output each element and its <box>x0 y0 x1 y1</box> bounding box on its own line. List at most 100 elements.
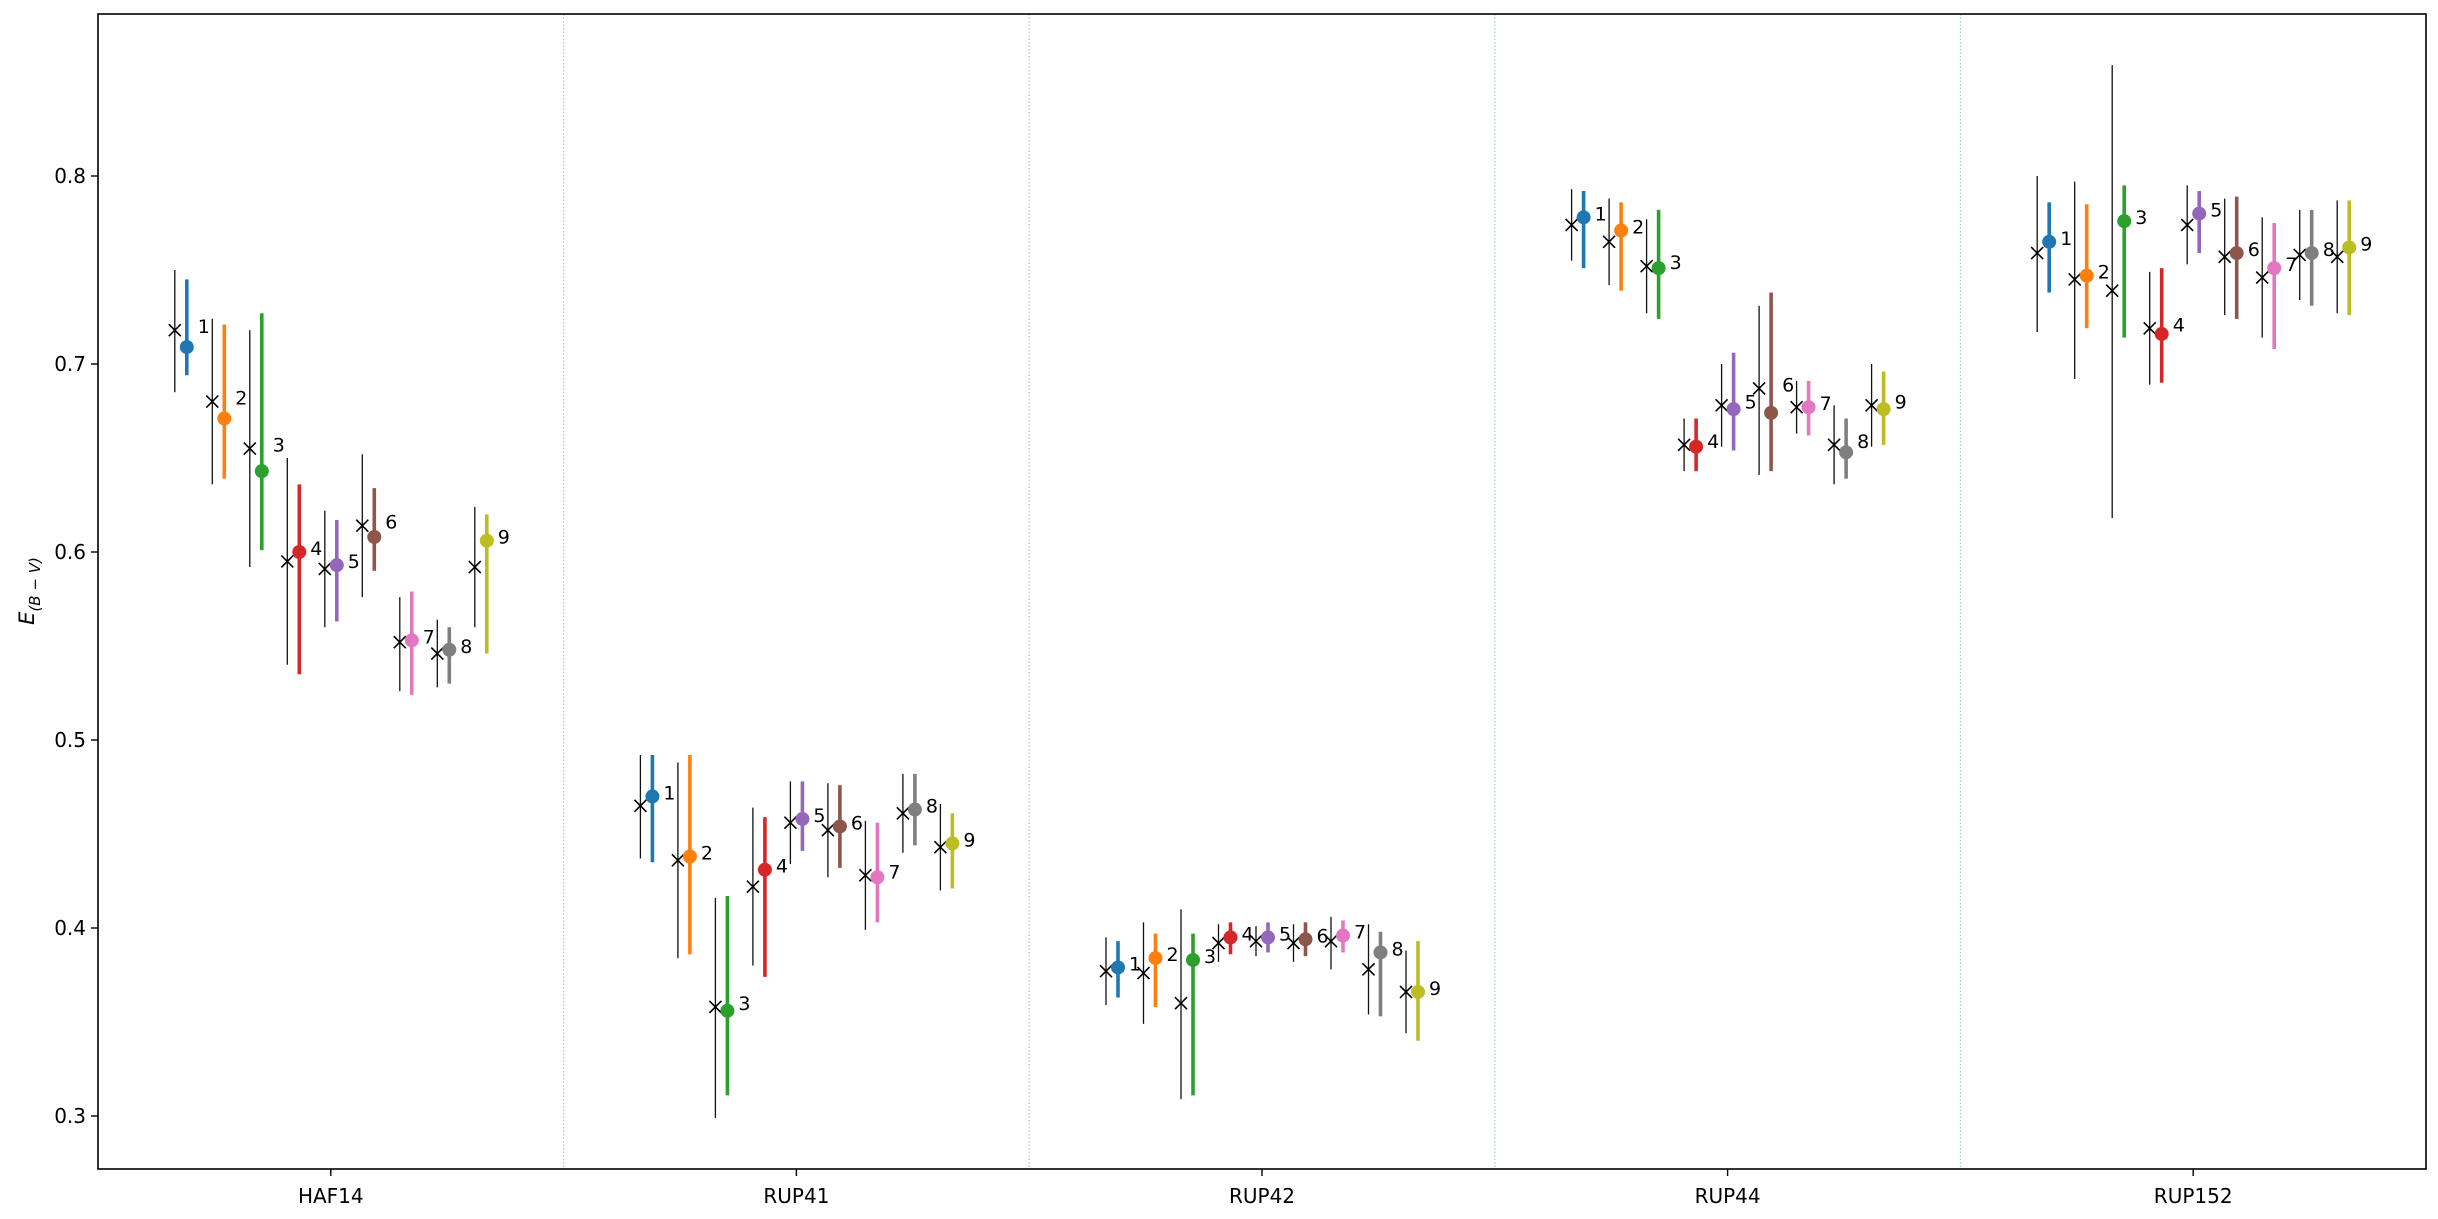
point-label: 8 <box>460 636 472 658</box>
cross-marker <box>318 562 332 576</box>
cross-marker <box>430 646 444 661</box>
dot-marker <box>442 642 457 657</box>
cross-marker <box>746 880 760 894</box>
dot-marker <box>404 633 419 648</box>
point-label: 9 <box>1895 391 1907 413</box>
point-label: 2 <box>235 388 247 410</box>
point-label: 3 <box>1204 946 1216 968</box>
cross-marker <box>1361 962 1376 976</box>
point-label: 4 <box>776 856 788 878</box>
point-label: 9 <box>2360 233 2372 255</box>
dot-marker <box>1336 928 1350 943</box>
y-axis-label-main: E <box>15 611 39 625</box>
point-label: 4 <box>1242 923 1254 945</box>
dot-marker <box>1111 960 1125 975</box>
dot-marker <box>179 340 194 355</box>
y-axis-label: E(B − V) <box>15 557 44 625</box>
cross-marker <box>2180 218 2194 232</box>
cross-marker <box>280 554 294 568</box>
point-label: 8 <box>926 796 938 818</box>
cross-marker <box>355 519 369 533</box>
cross-marker <box>243 442 257 456</box>
dot-marker <box>2079 268 2094 283</box>
point-label: 6 <box>1782 374 1794 396</box>
x-tick-label: HAF14 <box>298 1184 364 1208</box>
point-label: 1 <box>1595 203 1607 225</box>
dot-marker <box>2229 246 2244 261</box>
point-label: 9 <box>1429 978 1441 1000</box>
cross-marker <box>933 840 947 854</box>
dot-marker <box>1801 400 1816 415</box>
point-label: 4 <box>1707 431 1719 453</box>
dot-marker <box>2267 261 2282 276</box>
dot-marker <box>1839 445 1854 460</box>
dot-marker <box>2154 326 2169 341</box>
cross-marker <box>2293 248 2307 262</box>
cross-marker <box>1827 438 1841 452</box>
x-axis: HAF14 RUP41 RUP42 RUP44 RUP152 <box>298 1169 2233 1208</box>
x-tick-label: RUP44 <box>1695 1184 1761 1208</box>
cross-marker <box>2030 246 2044 260</box>
point-label: 5 <box>1279 923 1291 945</box>
point-label: 7 <box>423 626 435 648</box>
y-axis: 0.3 0.4 0.5 0.6 0.7 0.8 <box>54 164 98 1128</box>
dot-marker <box>870 870 885 885</box>
point-label: 2 <box>2098 262 2110 284</box>
cross-marker <box>896 806 910 820</box>
dot-marker <box>254 464 269 479</box>
group-RUP42: 1 2 3 4 5 6 7 8 9 <box>1099 909 1441 1100</box>
cross-marker <box>393 635 407 649</box>
dot-marker <box>832 819 847 834</box>
dot-marker <box>292 545 307 559</box>
point-label: 6 <box>2248 239 2260 261</box>
point-label: 5 <box>2210 200 2222 222</box>
cross-marker <box>168 323 182 337</box>
group-RUP44: 1 2 3 4 5 6 7 8 9 <box>1565 189 1907 485</box>
dot-marker <box>1298 932 1313 947</box>
dot-marker <box>1261 930 1275 945</box>
dot-marker <box>1411 984 1425 999</box>
dot-marker <box>907 802 922 817</box>
dot-marker <box>217 411 232 426</box>
point-label: 1 <box>2060 228 2072 250</box>
cross-marker <box>1602 235 1616 249</box>
cross-marker <box>1286 936 1301 950</box>
cross-marker <box>1136 966 1151 980</box>
cross-marker <box>1790 400 1804 414</box>
cross-marker <box>2143 321 2157 335</box>
cross-marker <box>671 853 685 867</box>
cross-marker <box>1865 398 1879 412</box>
dot-marker <box>329 558 344 573</box>
x-tick-label: RUP42 <box>1229 1184 1295 1208</box>
dot-marker <box>479 533 494 548</box>
dot-marker <box>720 1003 735 1018</box>
y-tick-label: 0.7 <box>54 352 86 376</box>
cross-marker <box>1715 398 1729 412</box>
point-label: 6 <box>1317 925 1329 947</box>
dot-marker <box>1689 439 1704 454</box>
dot-marker <box>1223 930 1238 945</box>
point-label: 8 <box>1392 938 1404 960</box>
dot-marker <box>1764 405 1779 420</box>
point-label: 6 <box>385 512 397 534</box>
cross-marker <box>1640 259 1654 273</box>
point-label: 7 <box>1820 393 1832 415</box>
x-tick-label: RUP152 <box>2154 1184 2233 1208</box>
cross-marker <box>2330 250 2344 264</box>
point-label: 2 <box>701 843 713 865</box>
dot-marker <box>2192 206 2207 221</box>
cross-marker <box>2218 250 2232 264</box>
cross-marker <box>1677 438 1691 452</box>
point-label: 3 <box>1670 252 1682 274</box>
dot-marker <box>1651 261 1666 276</box>
cross-marker <box>1324 934 1338 948</box>
point-label: 7 <box>1354 922 1366 944</box>
group-HAF14: 1 2 3 4 5 6 7 8 9 <box>168 270 510 695</box>
point-label: 1 <box>663 782 675 804</box>
cross-marker <box>633 799 647 813</box>
point-label: 4 <box>310 538 322 560</box>
dot-marker <box>795 811 810 826</box>
point-label: 7 <box>2285 254 2297 276</box>
dot-marker <box>2342 240 2357 255</box>
